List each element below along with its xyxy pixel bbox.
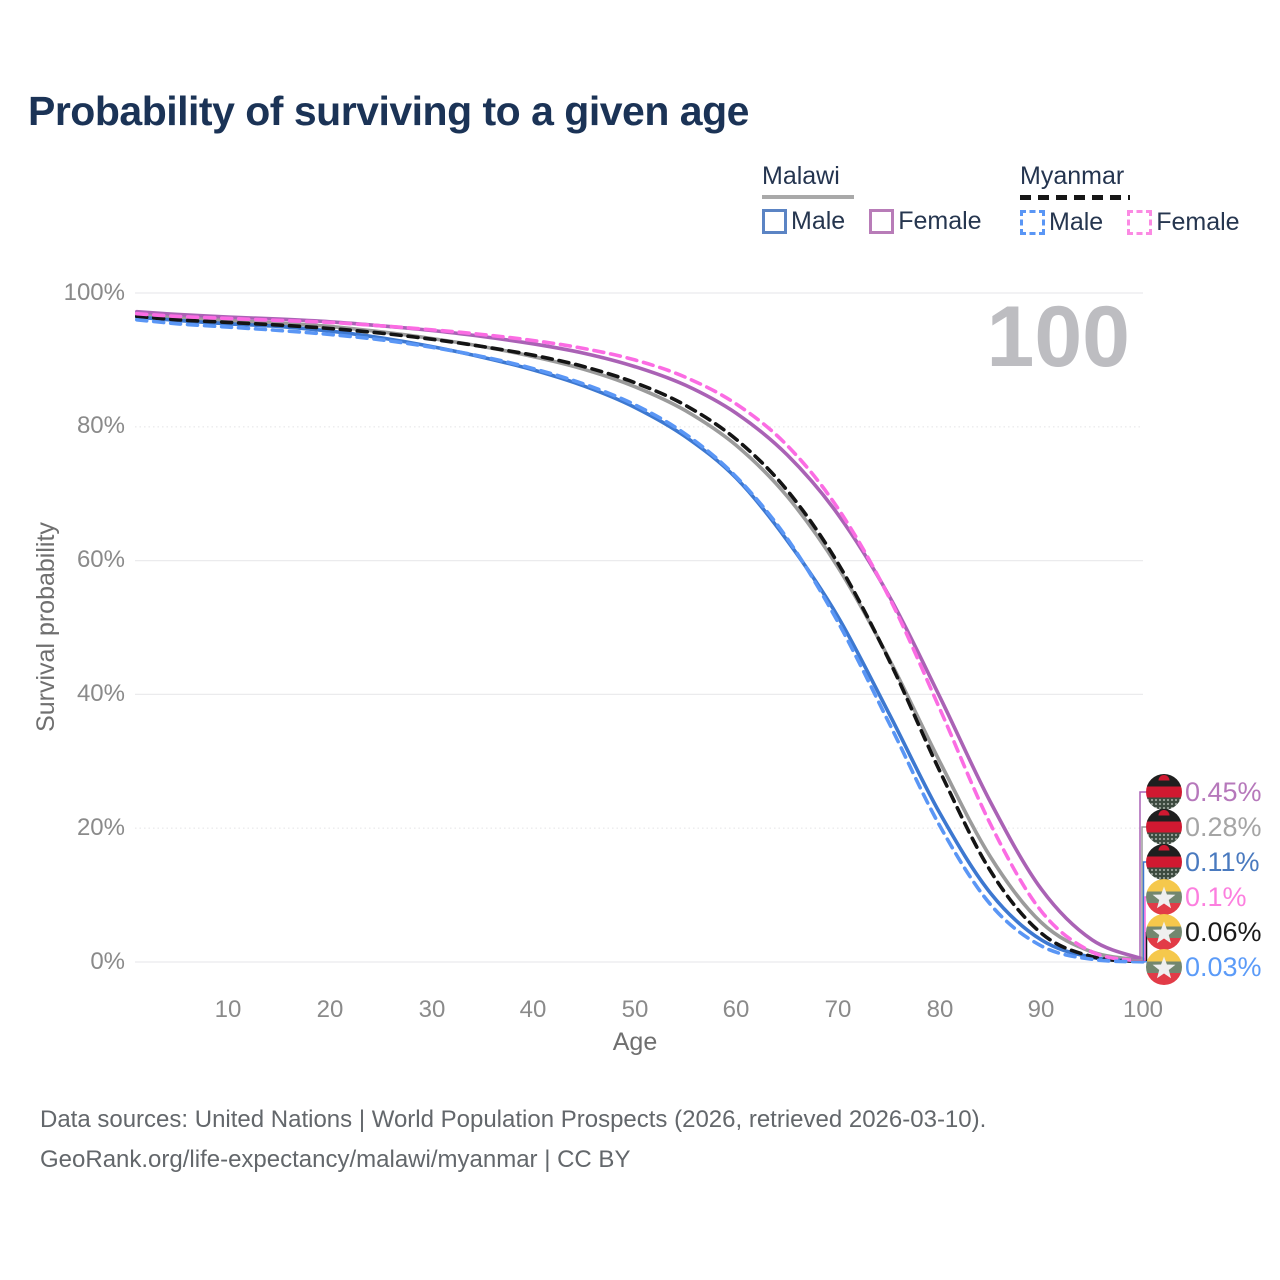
end-value: 0.1% <box>1185 881 1247 912</box>
legend-group-malawi: Malawi Male Female <box>762 162 1002 236</box>
x-tick-label: 20 <box>316 996 344 1023</box>
legend-item-myanmar-male[interactable]: Male <box>1020 208 1103 237</box>
y-tick-label: 60% <box>76 546 125 573</box>
legend-item-myanmar-female[interactable]: Female <box>1127 208 1240 237</box>
y-tick-label: 80% <box>76 412 125 439</box>
legend-item-malawi-male[interactable]: Male <box>762 207 845 236</box>
end-value: 0.03% <box>1185 951 1262 982</box>
curve-myanmar-both-sexes[interactable] <box>135 314 1145 964</box>
data-source-line: Data sources: United Nations | World Pop… <box>40 1106 987 1133</box>
legend-label: Female <box>1156 208 1240 236</box>
legend-group-myanmar: Myanmar Male Female <box>1020 162 1260 237</box>
y-axis-title: Survival probability <box>32 522 60 732</box>
legend-swatch-myanmar-male-icon <box>1020 210 1045 235</box>
malawi-flag-icon <box>1146 809 1182 845</box>
x-tick-label: 50 <box>621 996 649 1023</box>
y-tick-label: 20% <box>76 814 125 841</box>
legend-country-myanmar[interactable]: Myanmar <box>1020 162 1125 190</box>
curve-malawi-both-sexes[interactable] <box>135 312 1145 962</box>
age-counter-watermark: 100 <box>986 289 1131 385</box>
legend-swatch-malawi-male-icon <box>762 209 787 234</box>
legend-swatch-malawi-female-icon <box>869 209 895 234</box>
legend-label: Male <box>791 207 846 235</box>
x-tick-label: 30 <box>418 996 446 1023</box>
leader-line <box>1131 861 1146 963</box>
legend-label: Male <box>1049 208 1104 236</box>
legend-swatch-myanmar-female-icon <box>1127 210 1153 235</box>
x-tick-label: 40 <box>519 996 547 1023</box>
end-value: 0.28% <box>1185 811 1262 842</box>
legend-line-sample-malawi <box>762 195 854 199</box>
myanmar-flag-icon <box>1146 949 1182 985</box>
end-label-myanmar-female: 0.1% <box>1146 879 1247 915</box>
x-tick-label: 70 <box>824 996 852 1023</box>
legend-country-malawi[interactable]: Malawi <box>762 162 840 190</box>
y-tick-label: 100% <box>63 279 125 306</box>
legend-label: Female <box>898 207 982 235</box>
x-axis-title: Age <box>612 1028 658 1056</box>
myanmar-flag-icon <box>1146 914 1182 950</box>
x-tick-label: 10 <box>214 996 242 1023</box>
x-tick-label: 60 <box>722 996 750 1023</box>
x-tick-label: 80 <box>926 996 954 1023</box>
malawi-flag-icon <box>1146 844 1182 880</box>
legend-line-sample-myanmar <box>1020 195 1130 200</box>
curve-myanmar-female[interactable] <box>135 311 1145 964</box>
end-value: 0.06% <box>1185 916 1262 947</box>
end-value: 0.45% <box>1185 776 1262 807</box>
legend-item-malawi-female[interactable]: Female <box>869 207 982 236</box>
curve-malawi-male[interactable] <box>135 315 1145 964</box>
end-label-malawi-total: 0.28% <box>1146 809 1262 845</box>
x-tick-label: 90 <box>1027 996 1055 1023</box>
curve-myanmar-male[interactable] <box>135 318 1145 964</box>
myanmar-flag-icon <box>1146 879 1182 915</box>
malawi-flag-icon <box>1146 774 1182 810</box>
end-label-malawi-female: 0.45% <box>1146 774 1262 810</box>
leader-line <box>1131 826 1146 961</box>
attribution-line: GeoRank.org/life-expectancy/malawi/myanm… <box>40 1146 631 1173</box>
y-tick-label: 40% <box>76 680 125 707</box>
page-title: Probability of surviving to a given age <box>28 88 749 134</box>
end-value: 0.11% <box>1185 846 1260 877</box>
end-label-myanmar-total: 0.06% <box>1146 914 1262 950</box>
end-label-malawi-male: 0.11% <box>1146 844 1260 880</box>
y-tick-label: 0% <box>90 948 125 975</box>
end-label-myanmar-male: 0.03% <box>1146 949 1262 985</box>
leader-line <box>1131 791 1146 960</box>
x-tick-label: 100 <box>1122 996 1164 1023</box>
